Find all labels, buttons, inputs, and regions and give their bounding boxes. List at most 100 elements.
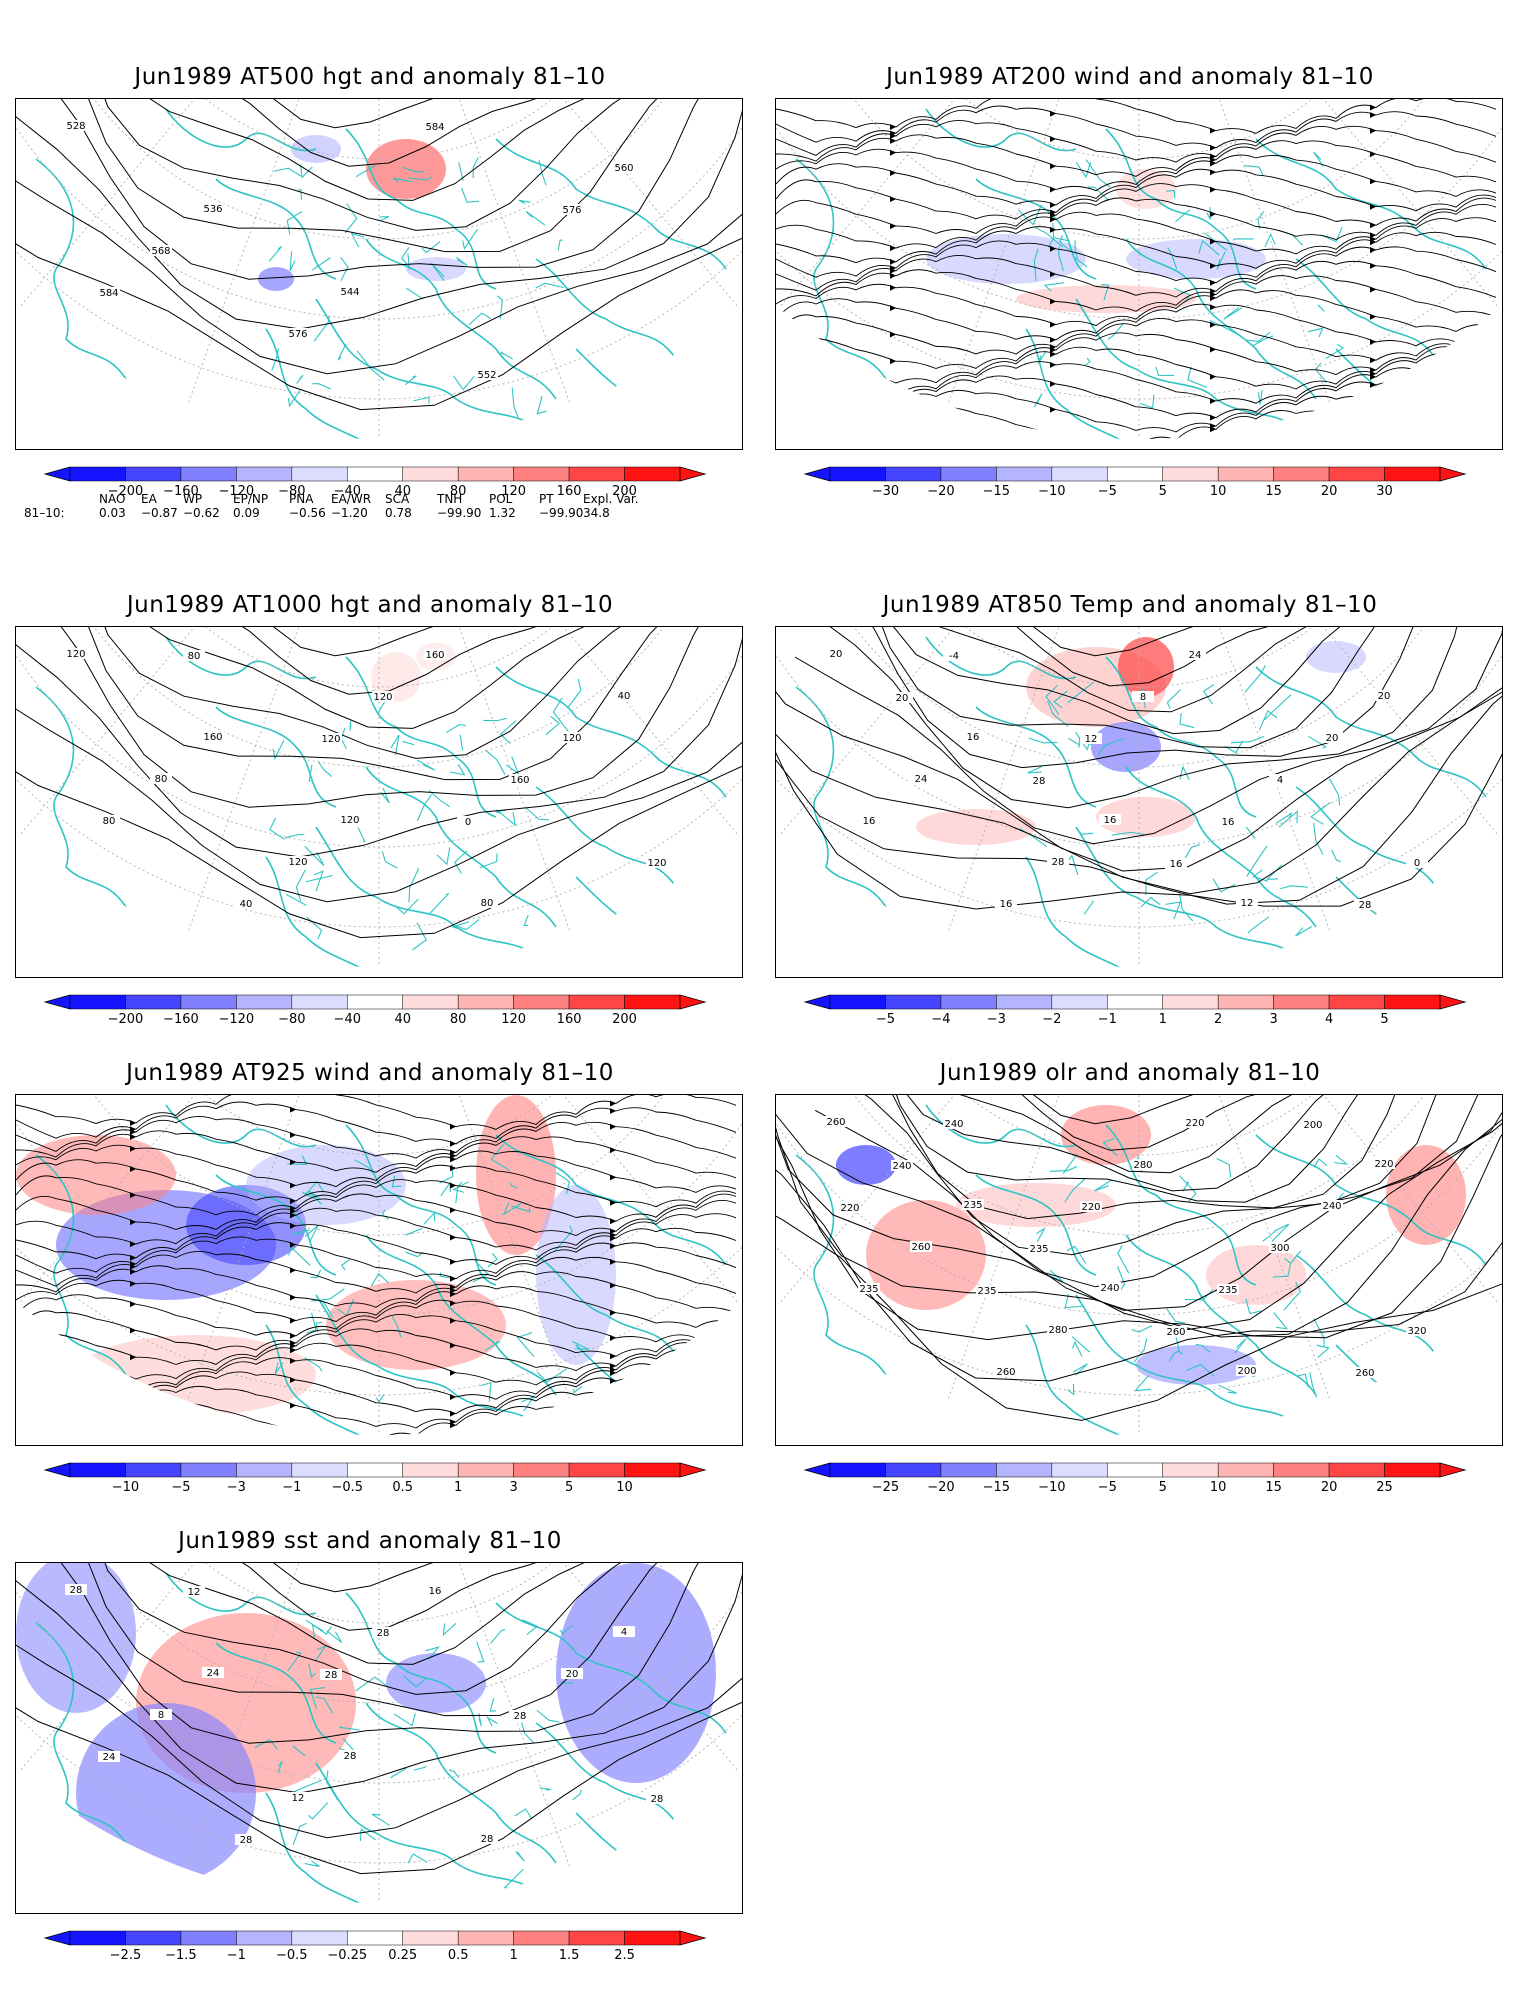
country-border xyxy=(1087,186,1110,201)
contour-label: 8 xyxy=(158,1710,164,1721)
country-border xyxy=(1097,737,1125,755)
contour-label: 584 xyxy=(99,288,118,299)
colorbar-arrow-right xyxy=(679,466,707,482)
streamline-arrow xyxy=(1210,373,1216,380)
contour-label: 120 xyxy=(373,692,392,703)
country-border xyxy=(394,898,419,915)
contour-label: 160 xyxy=(425,650,444,661)
contour-label-bg xyxy=(1165,858,1187,869)
contour-label-bg xyxy=(320,733,342,744)
contour-label-bg xyxy=(1354,1367,1376,1378)
contour-line xyxy=(16,99,721,280)
country-border xyxy=(407,253,411,270)
streamline-arrow xyxy=(290,1197,296,1204)
streamline-arrow xyxy=(1050,186,1056,193)
country-border xyxy=(1067,1384,1075,1396)
streamline-arrow xyxy=(890,399,896,406)
colorbar-arrow-left xyxy=(43,994,71,1010)
streamline-arrow xyxy=(450,1275,456,1282)
contour-label: 40 xyxy=(618,691,631,702)
contour-label-bg xyxy=(65,120,87,131)
streamline xyxy=(776,240,1497,284)
contour-line xyxy=(810,627,1485,809)
streamline-arrow xyxy=(610,1242,616,1249)
country-border xyxy=(1273,1312,1288,1330)
country-border xyxy=(1035,1227,1046,1243)
map-frame xyxy=(775,98,1503,450)
panel-title: Jun1989 olr and anomaly 81–10 xyxy=(939,1060,1321,1086)
streamline-arrow xyxy=(1210,426,1216,433)
contour-line xyxy=(16,627,742,903)
streamline-arrow xyxy=(130,1327,136,1334)
country-border xyxy=(455,256,468,267)
country-border xyxy=(518,199,531,205)
country-border xyxy=(404,1227,423,1236)
contour-label-bg xyxy=(1217,1284,1239,1295)
coastline xyxy=(1025,328,1137,439)
map-frame: 260 235 240 200 220 260 280 220 240 235 260 280 300 3… xyxy=(775,1094,1503,1446)
map-frame: 528 536 544 552 560 568 576 584 576 584 xyxy=(15,98,743,450)
colorbar-swatch xyxy=(513,1462,570,1478)
country-border xyxy=(1257,390,1263,405)
colorbar-tick-label: 10 xyxy=(616,1480,633,1495)
colorbar-swatch xyxy=(180,1462,237,1478)
country-border xyxy=(536,1709,560,1723)
contour-label-bg xyxy=(339,814,361,825)
coastline xyxy=(35,158,127,380)
contour-label: 80 xyxy=(103,816,116,827)
country-border xyxy=(1072,1340,1083,1357)
colorbar-swatch xyxy=(624,994,681,1010)
indices-header: POL xyxy=(489,492,513,506)
streamline xyxy=(776,298,1497,347)
country-border xyxy=(1245,826,1256,839)
contour-label: 260 xyxy=(996,1367,1015,1378)
streamline-arrow xyxy=(450,1182,456,1189)
contour-label: 240 xyxy=(1322,1201,1341,1212)
country-border xyxy=(1271,1223,1290,1242)
contour-line xyxy=(776,1095,1502,1341)
streamline-arrow xyxy=(130,1129,136,1136)
contour-label-bg xyxy=(1406,857,1428,868)
country-border xyxy=(304,1860,320,1867)
coastline xyxy=(365,238,557,400)
map-hemisphere: 20 16 16 12 20 24 28 24 20 16 16 8 4 0 -4 12 16 28 20 28 16 xyxy=(776,627,1502,967)
indices-value: −0.87 xyxy=(141,506,178,520)
country-border xyxy=(375,1394,385,1404)
coastline xyxy=(1075,826,1297,958)
streamline-arrow xyxy=(610,1108,616,1115)
country-border xyxy=(314,1645,327,1662)
contour-label: 20 xyxy=(1326,733,1339,744)
map-hemisphere: 260 235 240 200 220 260 280 220 240 235 260 280 300 3… xyxy=(776,1095,1502,1435)
colorbar-swatch xyxy=(180,1930,237,1946)
graticule-meridian xyxy=(378,1563,742,1819)
streamline-arrow xyxy=(1050,271,1056,278)
contour-label: 24 xyxy=(207,1668,220,1679)
country-border xyxy=(311,257,331,271)
contour-label-bg xyxy=(509,1710,531,1721)
anomaly-patch xyxy=(926,234,1086,284)
contour-label-bg xyxy=(1236,1365,1258,1376)
contour-label: 260 xyxy=(1166,1327,1185,1338)
contour-label: 20 xyxy=(830,649,843,660)
indices-header: PNA xyxy=(289,492,314,506)
streamline xyxy=(776,346,1497,390)
graticule-meridian xyxy=(776,1095,1140,1351)
country-border xyxy=(516,1331,535,1358)
streamline-arrow xyxy=(1050,212,1056,219)
country-border xyxy=(407,1853,428,1864)
country-border xyxy=(1107,322,1125,341)
streamline-arrow xyxy=(450,1207,456,1214)
colorbar-tick-label: 20 xyxy=(1321,484,1338,499)
country-border xyxy=(350,232,365,248)
streamline-arrow xyxy=(890,331,896,338)
colorbar-swatch xyxy=(125,1930,182,1946)
country-border xyxy=(286,211,303,235)
country-border xyxy=(390,1767,407,1779)
streamline-arrow xyxy=(1370,313,1376,320)
contour-label-bg xyxy=(1354,899,1376,910)
contour-label-bg xyxy=(65,1584,87,1595)
streamline-arrow xyxy=(890,258,896,265)
country-border xyxy=(1018,204,1042,226)
anomaly-patch xyxy=(1096,797,1196,837)
colorbar-swatch xyxy=(402,1462,459,1478)
